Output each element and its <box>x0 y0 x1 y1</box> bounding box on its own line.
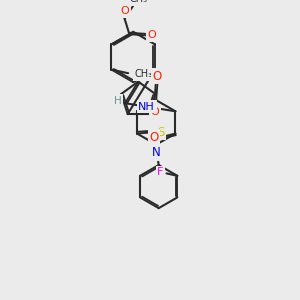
Text: O: O <box>153 70 162 83</box>
Text: N: N <box>152 146 161 159</box>
Text: CH₃: CH₃ <box>130 0 148 4</box>
Text: NH: NH <box>138 101 155 112</box>
Text: O: O <box>150 107 159 117</box>
Text: O: O <box>149 130 158 144</box>
Text: S: S <box>157 126 165 139</box>
Text: O: O <box>120 6 129 16</box>
Text: CH₃: CH₃ <box>134 69 152 80</box>
Text: F: F <box>157 167 164 177</box>
Text: H: H <box>114 96 122 106</box>
Text: O: O <box>148 30 157 40</box>
